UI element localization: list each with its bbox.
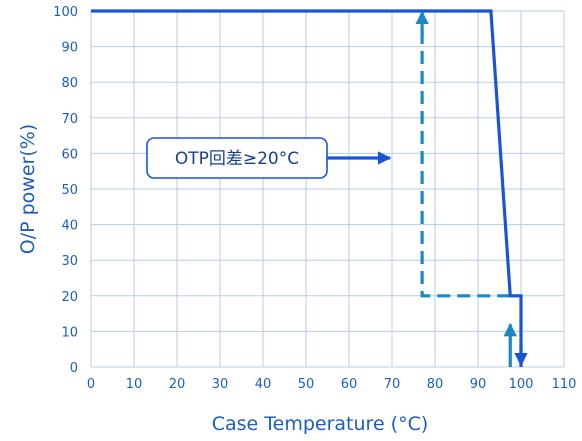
- y-tick-label: 30: [61, 254, 78, 269]
- x-tick-label: 30: [212, 377, 229, 392]
- x-tick-label: 50: [298, 377, 315, 392]
- y-tick-labels: 0 10 20 30 40 50 60 70 80 90 100: [53, 5, 78, 376]
- otp-hysteresis-dashed-line: [420, 11, 511, 298]
- x-tick-label: 0: [87, 377, 95, 392]
- derating-curve-line: [91, 9, 523, 367]
- y-tick-label: 20: [61, 290, 78, 305]
- y-tick-label: 80: [61, 76, 78, 91]
- x-tick-label: 60: [341, 377, 358, 392]
- y-tick-label: 0: [70, 361, 78, 376]
- y-tick-label: 10: [61, 325, 78, 340]
- x-tick-label: 100: [509, 377, 534, 392]
- y-tick-label: 50: [61, 183, 78, 198]
- x-tick-label: 110: [552, 377, 577, 392]
- callout-text: OTP回差≥20°C: [175, 149, 299, 169]
- x-tick-label: 10: [126, 377, 143, 392]
- x-axis-title: Case Temperature (°C): [212, 413, 429, 435]
- y-tick-label: 40: [61, 219, 78, 234]
- y-tick-label: 70: [61, 112, 78, 127]
- x-tick-label: 70: [384, 377, 401, 392]
- x-tick-label: 20: [169, 377, 186, 392]
- y-tick-label: 100: [53, 5, 78, 20]
- x-tick-label: 80: [427, 377, 444, 392]
- x-tick-label: 90: [470, 377, 487, 392]
- y-axis-title: O/P power(%): [17, 124, 39, 254]
- otp-hysteresis-callout: OTP回差≥20°C: [146, 137, 392, 179]
- y-tick-label: 60: [61, 147, 78, 162]
- x-tick-label: 40: [255, 377, 272, 392]
- y-tick-label: 90: [61, 41, 78, 56]
- x-tick-labels: 0 10 20 30 40 50 60 70 80 90 100 110: [87, 377, 577, 392]
